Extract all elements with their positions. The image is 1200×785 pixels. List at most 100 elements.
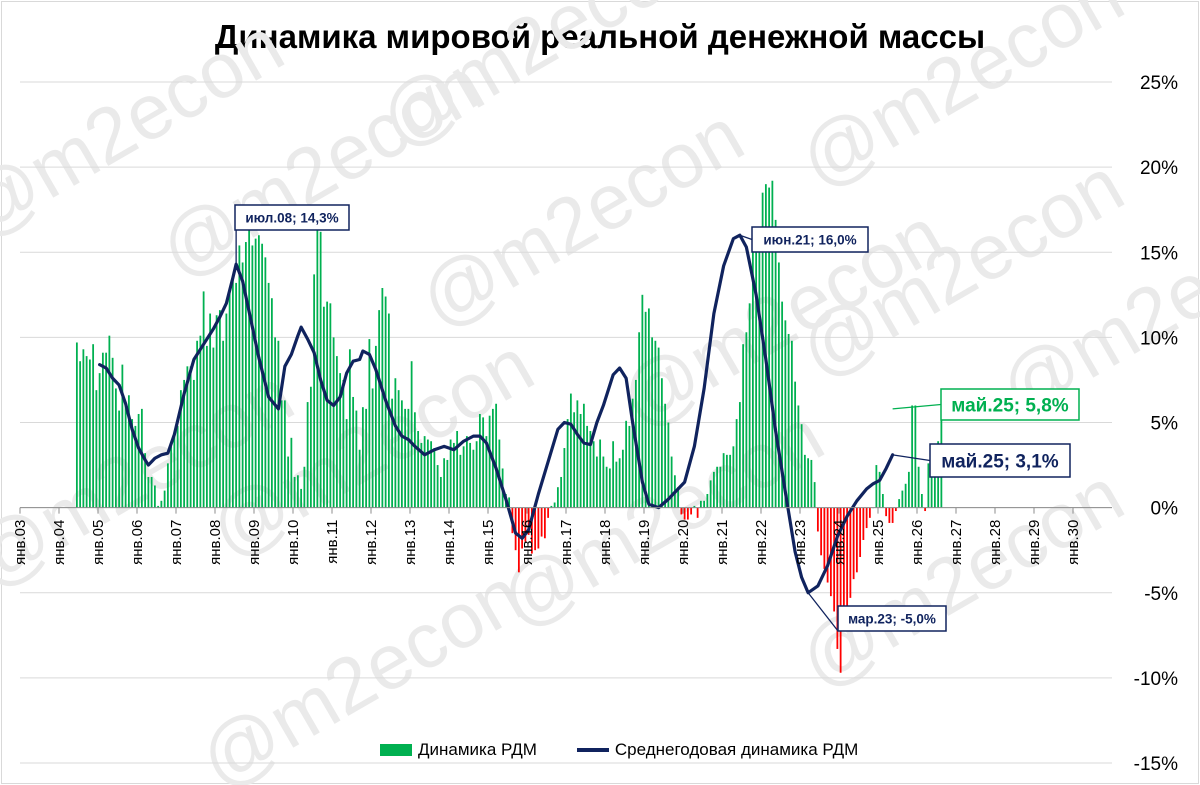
bar bbox=[654, 340, 657, 508]
bar bbox=[303, 466, 306, 508]
bar bbox=[153, 485, 156, 508]
bar bbox=[127, 395, 130, 508]
bar bbox=[534, 507, 537, 551]
bar bbox=[85, 356, 88, 508]
bar bbox=[566, 419, 569, 508]
bar bbox=[410, 361, 413, 508]
bar bbox=[712, 471, 715, 508]
bar bbox=[690, 507, 693, 515]
bar bbox=[436, 465, 439, 508]
bar bbox=[852, 507, 855, 580]
annotation-label: июн.21; 16,0% bbox=[763, 232, 856, 247]
bar bbox=[586, 425, 589, 508]
bar bbox=[608, 468, 611, 508]
bar bbox=[339, 373, 342, 508]
bar bbox=[358, 449, 361, 508]
x-tick-label: янв.08 bbox=[207, 520, 224, 565]
bar bbox=[485, 436, 488, 508]
bar bbox=[589, 431, 592, 508]
x-tick-label: янв.07 bbox=[168, 520, 185, 565]
bar bbox=[306, 402, 309, 508]
bar bbox=[924, 507, 927, 512]
annotation-box bbox=[929, 443, 1071, 478]
x-tick-label: янв.30 bbox=[1065, 520, 1082, 565]
bar bbox=[621, 449, 624, 508]
x-tick-label: янв.13 bbox=[402, 520, 419, 565]
bar bbox=[98, 373, 101, 508]
bar bbox=[348, 349, 351, 508]
legend-bar-label: Динамика РДМ bbox=[418, 740, 537, 759]
bar bbox=[911, 405, 914, 508]
bar bbox=[420, 442, 423, 508]
bar bbox=[560, 476, 563, 508]
y-tick-label: 5% bbox=[1151, 414, 1179, 435]
bar bbox=[745, 332, 748, 508]
annotation-leader bbox=[739, 234, 753, 241]
bar bbox=[482, 417, 485, 508]
bar bbox=[784, 320, 787, 508]
annotation-box bbox=[940, 388, 1080, 421]
bar bbox=[215, 315, 218, 508]
bar bbox=[842, 507, 845, 626]
bar bbox=[495, 403, 498, 508]
bar bbox=[95, 390, 98, 508]
bar bbox=[807, 458, 810, 508]
bar bbox=[189, 366, 192, 508]
bar bbox=[287, 456, 290, 508]
x-tick-label: янв.24 bbox=[831, 520, 848, 565]
bar bbox=[365, 408, 368, 508]
bar bbox=[917, 466, 920, 508]
bar bbox=[322, 306, 325, 508]
bar bbox=[761, 192, 764, 508]
bar bbox=[569, 393, 572, 508]
bar bbox=[683, 507, 686, 520]
bar bbox=[296, 475, 299, 508]
bar bbox=[582, 403, 585, 508]
bar bbox=[257, 235, 260, 508]
bar bbox=[862, 507, 865, 540]
bar bbox=[706, 494, 709, 508]
bar bbox=[114, 388, 117, 508]
bar bbox=[371, 388, 374, 508]
bar bbox=[160, 500, 163, 508]
bar bbox=[459, 454, 462, 508]
bar bbox=[703, 500, 706, 508]
x-tick-label: янв.20 bbox=[675, 520, 692, 565]
y-tick-label: -10% bbox=[1134, 669, 1178, 690]
bar bbox=[173, 434, 176, 508]
bar bbox=[238, 245, 241, 508]
x-tick-label: янв.16 bbox=[519, 520, 536, 565]
bar bbox=[319, 231, 322, 508]
bar bbox=[527, 507, 530, 535]
bar bbox=[254, 238, 257, 508]
y-tick-label: 20% bbox=[1140, 158, 1178, 179]
bar bbox=[345, 419, 348, 508]
bar bbox=[75, 342, 78, 508]
bar bbox=[846, 507, 849, 614]
x-tick-label: янв.18 bbox=[597, 520, 614, 565]
x-tick-label: янв.10 bbox=[285, 520, 302, 565]
bar bbox=[196, 340, 199, 508]
x-tick-label: янв.29 bbox=[1026, 520, 1043, 565]
bar bbox=[205, 345, 208, 508]
bar bbox=[244, 242, 247, 508]
bar bbox=[563, 448, 566, 508]
bar bbox=[397, 390, 400, 508]
bar bbox=[615, 461, 618, 508]
x-tick-label: янв.23 bbox=[792, 520, 809, 565]
bar bbox=[686, 507, 689, 520]
bar bbox=[638, 332, 641, 508]
bar bbox=[758, 238, 761, 508]
x-tick-label: янв.14 bbox=[441, 520, 458, 565]
bar bbox=[192, 379, 195, 508]
bar bbox=[391, 398, 394, 508]
bar bbox=[657, 347, 660, 508]
x-tick-label: янв.11 bbox=[324, 520, 341, 564]
legend: Динамика РДМ Среднегодовая динамика РДМ bbox=[380, 740, 858, 760]
bar bbox=[277, 340, 280, 508]
x-tick-label: янв.26 bbox=[909, 520, 926, 565]
bar bbox=[537, 507, 540, 549]
bar bbox=[602, 456, 605, 508]
chart-title: Динамика мировой реальной денежной массы bbox=[214, 18, 986, 55]
bar bbox=[137, 413, 140, 508]
